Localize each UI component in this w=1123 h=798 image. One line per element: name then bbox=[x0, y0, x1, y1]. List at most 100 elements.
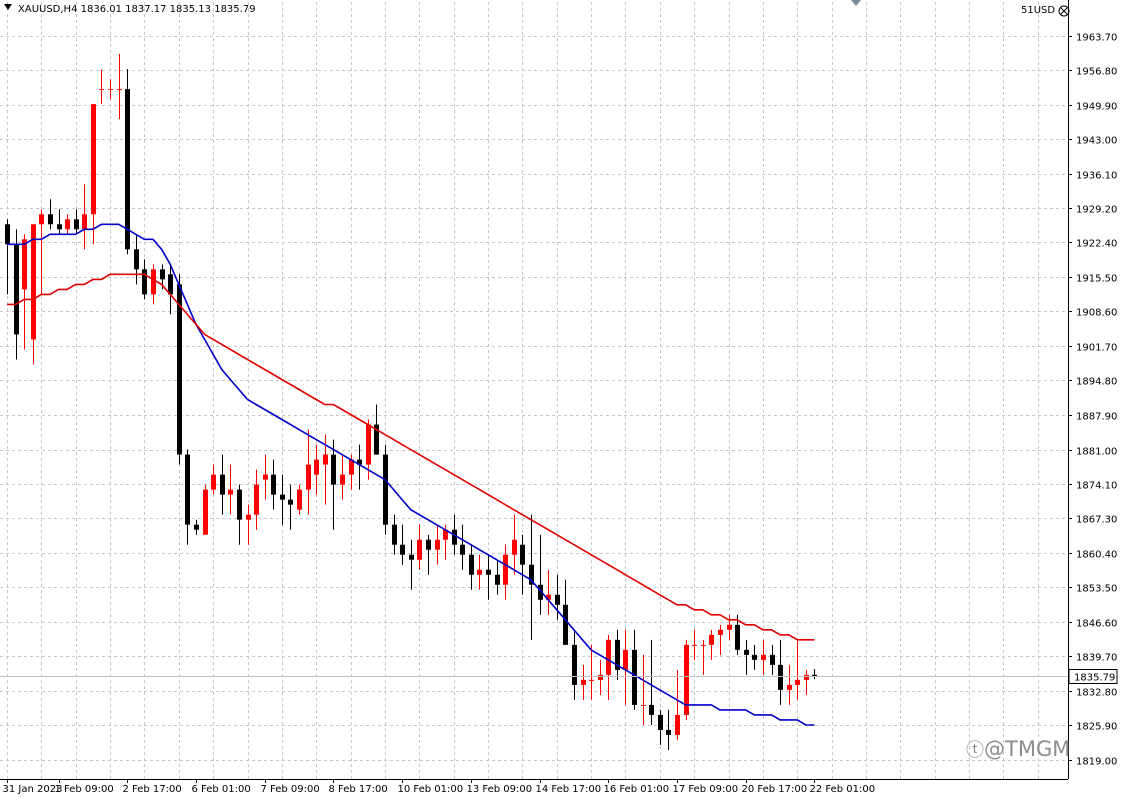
candle-body bbox=[761, 654, 766, 660]
candle-body bbox=[469, 554, 474, 575]
candle-body bbox=[366, 424, 371, 465]
y-tick-label: 1943.00 bbox=[1076, 136, 1117, 147]
candle-body bbox=[194, 524, 199, 530]
close-icon[interactable] bbox=[1058, 5, 1070, 17]
y-tick-label: 1860.40 bbox=[1076, 550, 1117, 561]
candle-body bbox=[744, 649, 749, 655]
candle-body bbox=[400, 544, 405, 555]
chart-shift-marker-icon[interactable] bbox=[851, 0, 861, 6]
y-tick-label: 1929.20 bbox=[1076, 205, 1117, 216]
ma-line-0 bbox=[7, 223, 815, 726]
candle-body bbox=[14, 244, 19, 335]
y-tick-label: 1874.10 bbox=[1076, 481, 1117, 492]
candle-body bbox=[460, 544, 465, 555]
candle-body bbox=[452, 529, 457, 545]
y-tick-label: 1867.30 bbox=[1076, 515, 1117, 526]
current-price-box bbox=[1068, 669, 1118, 684]
symbol-info: XAUUSD,H4 1836.01 1837.17 1835.13 1835.7… bbox=[18, 4, 256, 15]
candle-body bbox=[392, 524, 397, 545]
candle-body bbox=[581, 679, 586, 685]
candle-body bbox=[658, 714, 663, 730]
y-tick-label: 1949.90 bbox=[1076, 102, 1117, 113]
grid bbox=[0, 2, 1068, 779]
candle-body bbox=[649, 704, 654, 715]
y-tick-label: 1901.70 bbox=[1076, 343, 1117, 354]
ma-line-1 bbox=[7, 273, 815, 641]
candle-body bbox=[477, 569, 482, 575]
candle-body bbox=[615, 639, 620, 670]
watermark: ⓣ@TMGM bbox=[966, 736, 1070, 762]
candle-body bbox=[57, 224, 62, 230]
candle-body bbox=[709, 634, 714, 645]
x-tick-label: 1 Feb 09:00 bbox=[55, 784, 114, 795]
candle-body bbox=[538, 584, 543, 600]
candle-body bbox=[74, 219, 79, 230]
y-tick-label: 1936.10 bbox=[1076, 171, 1117, 182]
y-tick-label: 1887.90 bbox=[1076, 412, 1117, 423]
y-tick-label: 1846.60 bbox=[1076, 619, 1117, 630]
y-tick-label: 1881.00 bbox=[1076, 447, 1117, 458]
x-tick-label: 22 Feb 01:00 bbox=[810, 784, 876, 795]
candle-body bbox=[177, 284, 182, 455]
candle-body bbox=[203, 489, 208, 535]
y-tick-label: 1908.60 bbox=[1076, 308, 1117, 319]
x-tick-label: 6 Feb 01:00 bbox=[192, 784, 251, 795]
symbol-dropdown-icon[interactable] bbox=[4, 4, 12, 10]
candle-body bbox=[271, 474, 276, 495]
candle-body bbox=[529, 564, 534, 585]
candle-body bbox=[340, 474, 345, 485]
candle-body bbox=[486, 569, 491, 575]
x-tick-label: 17 Feb 09:00 bbox=[673, 784, 739, 795]
candle-body bbox=[228, 489, 233, 495]
candle-body bbox=[684, 644, 689, 715]
candle-body bbox=[91, 104, 96, 215]
candle-body bbox=[314, 459, 319, 475]
candle-body bbox=[520, 544, 525, 565]
candle-body bbox=[417, 539, 422, 560]
moving-averages bbox=[7, 223, 815, 726]
candle-body bbox=[48, 214, 53, 225]
x-tick-label: 8 Feb 17:00 bbox=[329, 784, 388, 795]
x-tick-label: 13 Feb 09:00 bbox=[467, 784, 533, 795]
candle-body bbox=[812, 674, 817, 676]
candle-body bbox=[383, 454, 388, 525]
y-tick-label: 1956.80 bbox=[1076, 67, 1117, 78]
candle-body bbox=[598, 674, 603, 680]
x-tick-label: 7 Feb 09:00 bbox=[261, 784, 320, 795]
candle-body bbox=[692, 644, 697, 646]
y-tick-label: 1853.50 bbox=[1076, 584, 1117, 595]
y-tick-label: 1839.70 bbox=[1076, 653, 1117, 664]
candle-body bbox=[280, 494, 285, 500]
candles bbox=[5, 54, 817, 750]
candle-body bbox=[349, 459, 354, 475]
current-price-label: 1835.79 bbox=[1074, 673, 1115, 684]
x-tick-label: 31 Jan 2023 bbox=[3, 784, 63, 795]
candle-body bbox=[142, 269, 147, 295]
candle-body bbox=[151, 269, 156, 295]
candle-body bbox=[443, 529, 448, 540]
candle-body bbox=[323, 454, 328, 465]
candle-body bbox=[606, 639, 611, 675]
y-tick-label: 1819.00 bbox=[1076, 757, 1117, 768]
indicator-label: 51USD bbox=[1021, 5, 1056, 16]
candle-body bbox=[65, 219, 70, 230]
candle-body bbox=[701, 644, 706, 646]
candle-body bbox=[589, 679, 594, 681]
candle-body bbox=[185, 454, 190, 525]
candle-body bbox=[546, 594, 551, 600]
candle-body bbox=[246, 514, 251, 520]
y-tick-label: 1825.90 bbox=[1076, 722, 1117, 733]
candle-body bbox=[288, 499, 293, 505]
candle-body bbox=[306, 464, 311, 490]
candle-body bbox=[641, 704, 646, 706]
candle-body bbox=[572, 644, 577, 685]
candle-body bbox=[211, 474, 216, 490]
candle-body bbox=[31, 224, 36, 340]
x-tick-label: 14 Feb 17:00 bbox=[536, 784, 602, 795]
candle-body bbox=[666, 729, 671, 735]
watermark-logo-icon: ⓣ bbox=[966, 740, 984, 761]
candle-body bbox=[168, 274, 173, 295]
candle-body bbox=[503, 554, 508, 585]
